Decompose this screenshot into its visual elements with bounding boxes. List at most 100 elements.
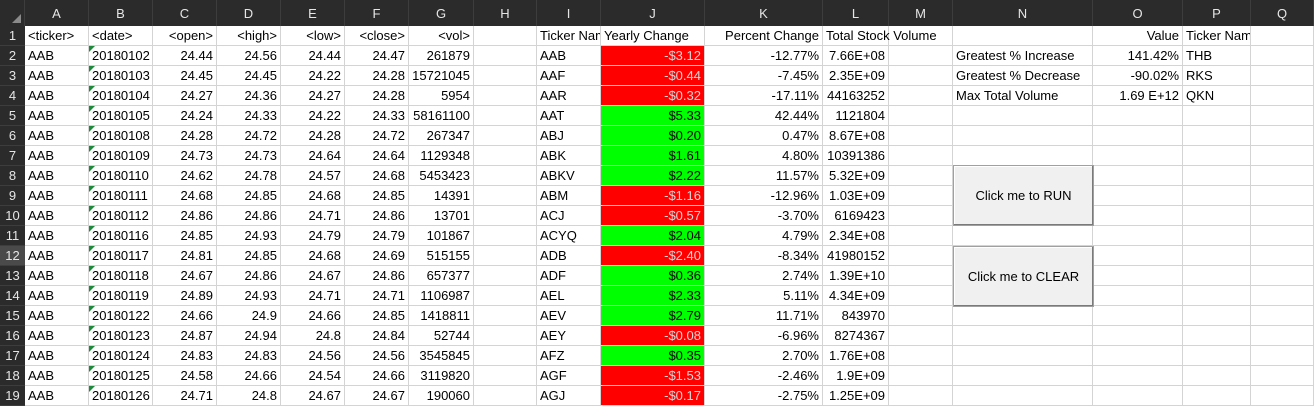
- cell-c[interactable]: 24.85: [153, 226, 217, 246]
- cell-g[interactable]: 1129348: [409, 146, 474, 166]
- cell-n[interactable]: [953, 326, 1093, 346]
- header-cell-m[interactable]: [889, 26, 953, 46]
- column-header-m[interactable]: M: [889, 0, 953, 26]
- cell-l[interactable]: 8.67E+08: [823, 126, 889, 146]
- cell-q[interactable]: [1251, 326, 1314, 346]
- cell-c[interactable]: 24.45: [153, 66, 217, 86]
- yearly-change-cell[interactable]: $0.20: [601, 126, 705, 146]
- cell-b[interactable]: 20180118: [89, 266, 153, 286]
- cell-p[interactable]: [1183, 366, 1251, 386]
- cell-d[interactable]: 24.94: [217, 326, 281, 346]
- cell-q[interactable]: [1251, 286, 1314, 306]
- cell-d[interactable]: 24.73: [217, 146, 281, 166]
- header-cell-e[interactable]: <low>: [281, 26, 345, 46]
- cell-i[interactable]: ADB: [537, 246, 601, 266]
- cell-d[interactable]: 24.33: [217, 106, 281, 126]
- cell-m[interactable]: [889, 206, 953, 226]
- cell-p[interactable]: [1183, 246, 1251, 266]
- cell-p[interactable]: [1183, 126, 1251, 146]
- cell-o[interactable]: [1093, 246, 1183, 266]
- cell-i[interactable]: AGF: [537, 366, 601, 386]
- yearly-change-cell[interactable]: -$0.32: [601, 86, 705, 106]
- cell-o[interactable]: [1093, 266, 1183, 286]
- header-cell-l[interactable]: Total Stock Volume: [823, 26, 937, 46]
- cell-o[interactable]: [1093, 186, 1183, 206]
- cell-q[interactable]: [1251, 386, 1314, 406]
- cell-q[interactable]: [1251, 126, 1314, 146]
- row-header-15[interactable]: 15: [0, 306, 25, 326]
- header-cell-n[interactable]: [953, 26, 1093, 46]
- cell-g[interactable]: 14391: [409, 186, 474, 206]
- cell-h[interactable]: [474, 286, 537, 306]
- cell-e[interactable]: 24.67: [281, 266, 345, 286]
- cell-f[interactable]: 24.71: [345, 286, 409, 306]
- cell-o[interactable]: [1093, 346, 1183, 366]
- cell-c[interactable]: 24.71: [153, 386, 217, 406]
- column-header-n[interactable]: N: [953, 0, 1093, 26]
- cell-e[interactable]: 24.22: [281, 106, 345, 126]
- header-cell-d[interactable]: <high>: [217, 26, 281, 46]
- cell-c[interactable]: 24.87: [153, 326, 217, 346]
- header-cell-f[interactable]: <close>: [345, 26, 409, 46]
- cell-l[interactable]: 1.25E+09: [823, 386, 889, 406]
- cell-i[interactable]: AGJ: [537, 386, 601, 406]
- cell-l[interactable]: 1.03E+09: [823, 186, 889, 206]
- cell-l[interactable]: 2.34E+08: [823, 226, 889, 246]
- cell-a[interactable]: AAB: [25, 46, 89, 66]
- cell-p[interactable]: [1183, 326, 1251, 346]
- cell-m[interactable]: [889, 366, 953, 386]
- header-cell-k[interactable]: Percent Change: [705, 26, 823, 46]
- cell-l[interactable]: 5.32E+09: [823, 166, 889, 186]
- cell-m[interactable]: [889, 106, 953, 126]
- cell-a[interactable]: AAB: [25, 346, 89, 366]
- cell-m[interactable]: [889, 306, 953, 326]
- cell-c[interactable]: 24.66: [153, 306, 217, 326]
- header-cell-q[interactable]: [1251, 26, 1314, 46]
- cell-f[interactable]: 24.66: [345, 366, 409, 386]
- cell-e[interactable]: 24.68: [281, 246, 345, 266]
- select-all-corner[interactable]: [0, 0, 25, 26]
- cell-b[interactable]: 20180119: [89, 286, 153, 306]
- cell-g[interactable]: 657377: [409, 266, 474, 286]
- yearly-change-cell[interactable]: -$0.17: [601, 386, 705, 406]
- cell-b[interactable]: 20180111: [89, 186, 153, 206]
- row-header-6[interactable]: 6: [0, 126, 25, 146]
- column-header-f[interactable]: F: [345, 0, 409, 26]
- cell-i[interactable]: ABM: [537, 186, 601, 206]
- cell-g[interactable]: 515155: [409, 246, 474, 266]
- cell-a[interactable]: AAB: [25, 106, 89, 126]
- cell-c[interactable]: 24.86: [153, 206, 217, 226]
- cell-i[interactable]: AEV: [537, 306, 601, 326]
- cell-m[interactable]: [889, 386, 953, 406]
- column-header-k[interactable]: K: [705, 0, 823, 26]
- cell-b[interactable]: 20180124: [89, 346, 153, 366]
- cell-b[interactable]: 20180110: [89, 166, 153, 186]
- cell-q[interactable]: [1251, 166, 1314, 186]
- cell-k[interactable]: 2.70%: [705, 346, 823, 366]
- cell-b[interactable]: 20180122: [89, 306, 153, 326]
- header-cell-p[interactable]: Ticker Name: [1183, 26, 1251, 46]
- cell-a[interactable]: AAB: [25, 326, 89, 346]
- cell-g[interactable]: 261879: [409, 46, 474, 66]
- cell-c[interactable]: 24.62: [153, 166, 217, 186]
- cell-o[interactable]: [1093, 386, 1183, 406]
- cell-h[interactable]: [474, 326, 537, 346]
- cell-o[interactable]: [1093, 146, 1183, 166]
- cell-k[interactable]: -17.11%: [705, 86, 823, 106]
- cell-o[interactable]: [1093, 326, 1183, 346]
- yearly-change-cell[interactable]: -$1.16: [601, 186, 705, 206]
- cell-n[interactable]: Greatest % Decrease: [953, 66, 1093, 86]
- cell-k[interactable]: 0.47%: [705, 126, 823, 146]
- cell-p[interactable]: [1183, 266, 1251, 286]
- cell-e[interactable]: 24.71: [281, 286, 345, 306]
- cell-o[interactable]: [1093, 106, 1183, 126]
- cell-i[interactable]: ACYQ: [537, 226, 601, 246]
- cell-o[interactable]: [1093, 206, 1183, 226]
- cell-f[interactable]: 24.86: [345, 266, 409, 286]
- column-header-j[interactable]: J: [601, 0, 705, 26]
- cell-c[interactable]: 24.28: [153, 126, 217, 146]
- cell-m[interactable]: [889, 346, 953, 366]
- cell-i[interactable]: AEL: [537, 286, 601, 306]
- cell-g[interactable]: 5954: [409, 86, 474, 106]
- header-cell-g[interactable]: <vol>: [409, 26, 474, 46]
